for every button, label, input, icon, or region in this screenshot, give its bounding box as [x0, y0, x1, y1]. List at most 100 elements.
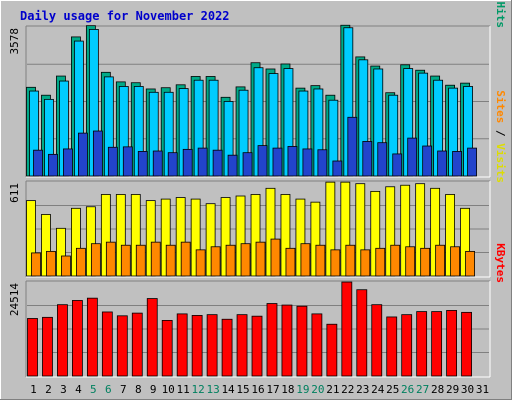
day-label: 17 [266, 383, 279, 396]
bar-visits-day-9 [145, 200, 156, 277]
bar-sites-day-27 [420, 247, 431, 277]
bar-sites-day-8 [135, 244, 146, 277]
day-label: 3 [60, 383, 67, 396]
bar-kbytes-day-3 [57, 304, 68, 377]
day-label: 10 [162, 383, 175, 396]
legend-label-part: KBytes [494, 243, 507, 283]
bar-kbytes-day-9 [146, 298, 158, 377]
bar-kbytes-day-13 [206, 314, 218, 377]
bar-pages-day-20 [317, 149, 328, 177]
bar-sites-day-19 [300, 243, 311, 277]
bar-pages-day-5 [92, 130, 103, 177]
bar-sites-day-23 [360, 249, 371, 277]
bar-kbytes-day-22 [341, 281, 353, 377]
day-label: 4 [75, 383, 82, 396]
bar-kbytes-day-23 [356, 289, 368, 377]
day-label: 2 [45, 383, 52, 396]
day-label: 19 [296, 383, 309, 396]
bar-pages-day-2 [48, 153, 58, 177]
bar-sites-day-26 [405, 246, 416, 277]
day-label: 23 [356, 383, 369, 396]
bar-visits-day-19 [295, 198, 306, 277]
series-legend-label: KBytes [494, 243, 507, 283]
bar-visits-day-26 [400, 184, 411, 277]
bar-pages-day-3 [63, 148, 73, 177]
bar-pages-day-8 [137, 151, 148, 177]
bar-pages-day-6 [107, 146, 118, 177]
bar-visits-day-14 [220, 197, 231, 277]
day-label: 24 [371, 383, 385, 396]
day-label: 9 [150, 383, 157, 396]
bar-sites-day-24 [375, 247, 386, 277]
bar-sites-day-25 [390, 244, 401, 277]
bar-visits-day-11 [175, 197, 186, 277]
day-label: 27 [416, 383, 429, 396]
bar-visits-day-23 [355, 183, 366, 277]
bar-pages-day-23 [362, 141, 373, 177]
bar-kbytes-day-7 [116, 315, 128, 377]
bar-pages-day-26 [407, 137, 418, 177]
bar-visits-day-10 [160, 198, 171, 277]
bar-kbytes-day-21 [326, 323, 338, 377]
bar-kbytes-day-8 [131, 312, 143, 377]
bar-visits-day-5 [85, 206, 96, 277]
bar-kbytes-day-24 [371, 304, 383, 377]
bar-pages-day-21 [332, 160, 343, 177]
bar-kbytes-day-20 [311, 313, 323, 377]
bar-sites-day-10 [165, 244, 176, 277]
bar-visits-day-25 [385, 186, 396, 277]
day-label: 21 [326, 383, 339, 396]
legend-label-part: / [494, 123, 507, 143]
bar-visits-day-3 [56, 227, 66, 277]
bar-sites-day-9 [150, 241, 161, 277]
bar-visits-day-7 [115, 194, 126, 277]
series-legend-label: Pages / Files / Hits [494, 0, 507, 28]
legend-label-part: Hits [494, 2, 507, 29]
bar-sites-day-29 [450, 246, 460, 277]
bar-visits-day-12 [190, 198, 201, 277]
bar-kbytes-day-16 [251, 315, 263, 377]
day-label: 8 [135, 383, 142, 396]
bar-visits-day-24 [370, 190, 381, 277]
bar-visits-day-15 [235, 195, 246, 277]
bar-kbytes-day-14 [221, 318, 233, 377]
bar-sites-day-21 [330, 249, 341, 277]
bar-visits-day-6 [100, 194, 111, 277]
bar-kbytes-day-28 [431, 311, 443, 377]
day-label: 1 [30, 383, 37, 396]
bar-visits-day-29 [445, 194, 455, 277]
bar-sites-day-3 [61, 255, 71, 277]
bar-sites-day-12 [195, 249, 206, 277]
bar-kbytes-day-11 [176, 313, 188, 377]
bar-visits-day-4 [71, 207, 81, 277]
bar-pages-day-30 [467, 147, 477, 177]
bar-pages-day-22 [347, 116, 358, 177]
day-label: 7 [120, 383, 127, 396]
day-label: 16 [251, 383, 264, 396]
bar-visits-day-20 [310, 201, 321, 277]
bar-pages-day-9 [152, 150, 163, 177]
bar-sites-day-14 [225, 244, 236, 277]
panel-2: 611 Sites / Visits [8, 90, 507, 278]
bar-pages-day-10 [167, 152, 178, 177]
series-kbytes [27, 281, 472, 377]
bar-pages-day-25 [392, 153, 403, 177]
bar-sites-day-22 [345, 244, 356, 277]
series-sites [31, 238, 475, 277]
bar-sites-day-2 [46, 250, 56, 277]
bar-pages-day-24 [377, 142, 388, 177]
panel-3: 24514 KBytes [8, 243, 507, 378]
panel-1: 3578 Pages / Files / Hits [8, 0, 507, 178]
bar-kbytes-day-12 [191, 315, 203, 377]
bar-sites-day-13 [210, 246, 221, 277]
bar-visits-day-18 [280, 194, 291, 277]
day-label: 15 [236, 383, 249, 396]
bar-sites-day-20 [315, 244, 326, 277]
bar-kbytes-day-10 [161, 319, 173, 377]
y-max-label: 611 [8, 183, 21, 203]
bar-visits-day-8 [130, 194, 141, 277]
bar-pages-day-13 [212, 149, 223, 177]
bar-kbytes-day-26 [401, 314, 413, 377]
bar-visits-day-22 [340, 181, 351, 277]
bar-sites-day-7 [120, 244, 131, 277]
